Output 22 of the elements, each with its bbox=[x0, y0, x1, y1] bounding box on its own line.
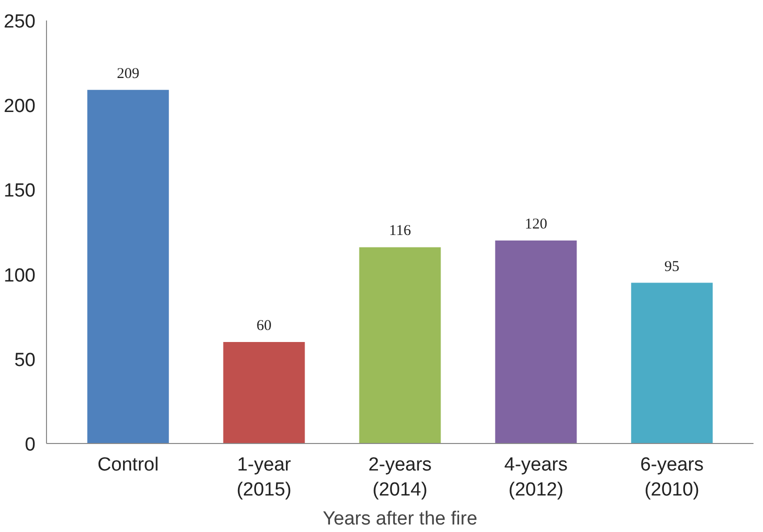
bar bbox=[631, 282, 713, 444]
x-tick-label: 1-year (2015) bbox=[236, 454, 292, 501]
data-label: 120 bbox=[524, 216, 548, 232]
x-tick-label: 4-years (2012) bbox=[504, 454, 568, 501]
data-label: 116 bbox=[389, 223, 412, 240]
data-label: 95 bbox=[664, 258, 680, 275]
x-tick-label: Control bbox=[97, 454, 159, 476]
y-tick-label: 100 bbox=[4, 265, 36, 286]
bar bbox=[359, 247, 441, 444]
bar bbox=[223, 342, 305, 444]
y-tick-label: 200 bbox=[4, 96, 36, 118]
data-label: 209 bbox=[116, 66, 140, 82]
data-label: 60 bbox=[256, 318, 272, 334]
x-tick-label: 2-years (2014) bbox=[368, 454, 432, 501]
y-tick-label: 150 bbox=[4, 180, 36, 202]
x-tick-label: 6-years (2010) bbox=[640, 454, 704, 501]
y-tick-label: 50 bbox=[14, 350, 36, 371]
bar bbox=[495, 240, 577, 444]
y-tick-label: 250 bbox=[4, 12, 36, 32]
bar bbox=[87, 90, 169, 444]
x-axis-title: Years after the fire bbox=[322, 508, 478, 530]
y-tick-label: 0 bbox=[24, 434, 36, 456]
